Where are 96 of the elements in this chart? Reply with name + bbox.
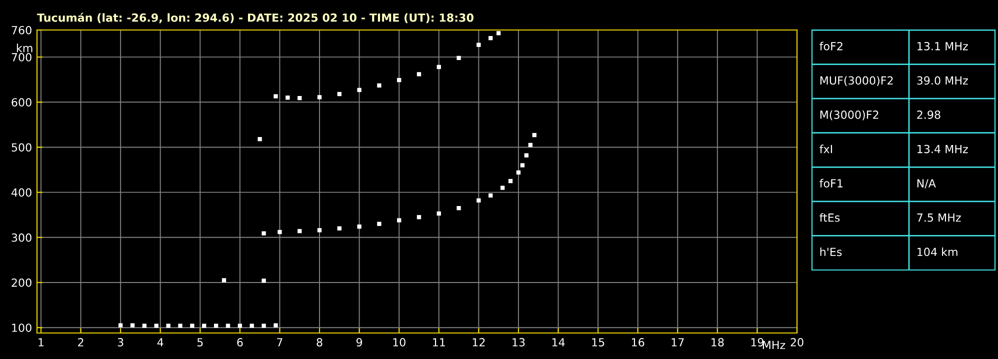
- text: 39.0 MHz: [917, 76, 968, 85]
- point: [142, 324, 147, 328]
- point: [397, 78, 402, 82]
- text: 7.5 MHz: [917, 214, 961, 222]
- text: 104 km: [918, 247, 958, 256]
- text: N/A: [917, 179, 936, 188]
- x-tick-label: 9: [356, 338, 362, 346]
- x-tick-label: 2: [78, 338, 84, 346]
- point: [357, 224, 362, 229]
- point: [130, 323, 135, 328]
- x-tick-label: 3: [118, 338, 124, 346]
- point: [377, 222, 382, 226]
- x-tick-label: 7: [277, 338, 282, 346]
- y-tick-label: 760: [12, 26, 32, 34]
- point: [274, 94, 278, 98]
- x-tick-label: 20: [790, 338, 804, 346]
- x-tick-label: 6: [237, 338, 243, 346]
- x-tick-label: 16: [632, 338, 644, 346]
- point: [317, 228, 322, 232]
- text: 2.98: [917, 110, 940, 119]
- point: [488, 193, 493, 198]
- point: [496, 31, 501, 36]
- chart-title: Tucumán (lat: -26.9, lon: 294.6) - DATE: 2025 02 10 - TIME (UT): 18:30: [37, 12, 474, 24]
- point: [500, 186, 505, 190]
- point: [262, 278, 266, 283]
- point: [397, 218, 402, 222]
- point: [118, 323, 123, 328]
- point: [274, 323, 278, 328]
- point: [238, 324, 242, 328]
- x-tick-label: 8: [316, 338, 322, 346]
- point: [516, 170, 521, 175]
- point: [488, 36, 493, 40]
- point: [337, 226, 342, 230]
- text: 13.1 MHz: [918, 42, 968, 50]
- text: h'Es: [820, 247, 842, 256]
- point: [520, 163, 525, 168]
- y-tick-label: 200: [12, 278, 32, 287]
- x-tick-label: 14: [552, 338, 565, 346]
- point: [226, 324, 230, 328]
- text: M(3000)F2: [820, 110, 878, 120]
- x-tick-label: 18: [712, 338, 724, 346]
- point: [476, 198, 481, 203]
- point: [250, 324, 254, 328]
- point: [154, 324, 158, 328]
- x-tick-label: 11: [433, 338, 445, 346]
- point: [357, 88, 362, 92]
- x-tick-label: 13: [512, 338, 525, 346]
- x-tick-label: 15: [592, 338, 604, 346]
- point: [416, 72, 422, 76]
- y-tick-label: 400: [11, 188, 32, 197]
- point: [532, 132, 536, 138]
- point: [214, 324, 218, 328]
- y-tick-label: 100: [12, 324, 32, 332]
- point: [508, 178, 513, 184]
- text: fxI: [820, 144, 832, 154]
- x-tick-label: 4: [157, 338, 164, 346]
- y-axis-title: km: [16, 44, 32, 52]
- point: [436, 211, 441, 216]
- text: MUF(3000)F2: [820, 76, 893, 86]
- point: [166, 324, 170, 328]
- point: [524, 153, 529, 158]
- point: [456, 56, 461, 60]
- y-tick-label: 500: [12, 143, 32, 152]
- x-axis-title: MHz: [762, 340, 786, 350]
- point: [317, 95, 322, 100]
- x-tick-label: 17: [672, 338, 684, 346]
- x-tick-label: 5: [197, 338, 203, 346]
- point: [202, 324, 206, 328]
- point: [436, 64, 441, 70]
- x-tick-label: 12: [472, 338, 485, 346]
- point: [476, 42, 481, 47]
- point: [298, 96, 302, 100]
- point: [286, 96, 290, 100]
- point: [416, 215, 422, 220]
- point: [262, 231, 266, 236]
- point: [337, 92, 342, 96]
- text: foF1: [820, 178, 842, 188]
- text: 13.4 MHz: [918, 144, 968, 154]
- point: [278, 230, 282, 234]
- x-tick-label: 1: [38, 338, 44, 346]
- point: [456, 206, 461, 210]
- point: [262, 324, 266, 328]
- y-tick-label: 700: [12, 53, 32, 62]
- text: foF2: [820, 42, 842, 50]
- y-tick-label: 300: [12, 233, 32, 242]
- point: [258, 137, 262, 142]
- point: [298, 229, 302, 234]
- x-tick-label: 19: [751, 338, 764, 346]
- point: [528, 142, 532, 148]
- point: [377, 83, 382, 88]
- point: [178, 324, 182, 328]
- y-tick-label: 600: [12, 98, 32, 107]
- point: [190, 324, 194, 328]
- x-tick-label: 10: [393, 338, 406, 346]
- text: ftEs: [820, 213, 840, 222]
- point: [222, 278, 226, 282]
